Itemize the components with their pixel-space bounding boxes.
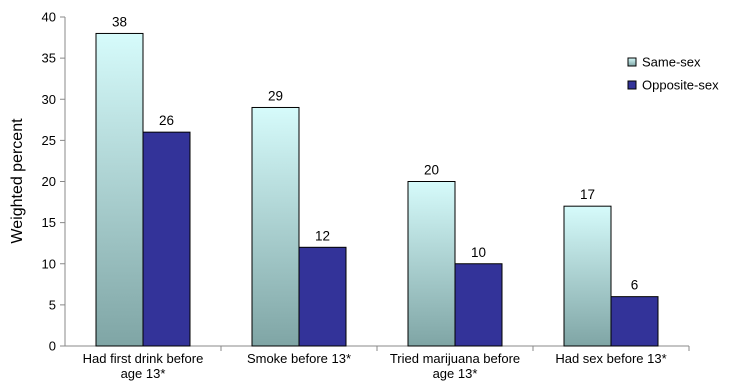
y-tick-label: 15: [42, 215, 56, 230]
bar-same-sex: [407, 181, 456, 347]
category-label: Tried marijuana before age 13*: [390, 351, 520, 381]
data-label: 29: [268, 88, 283, 103]
category-label-line: age 13*: [433, 366, 478, 381]
bar-opposite-sex: [610, 296, 659, 347]
y-tick-label: 35: [42, 51, 56, 66]
y-axis-title: Weighted percent: [9, 118, 26, 244]
y-tick-label: 0: [49, 339, 56, 354]
data-label: 10: [471, 245, 486, 260]
legend: Same-sex Opposite-sex: [627, 55, 719, 93]
bar-same-sex: [563, 205, 612, 347]
legend-label: Opposite-sex: [642, 78, 719, 93]
data-label: 17: [580, 187, 595, 202]
data-label: 26: [159, 113, 174, 128]
data-labels: 38 26 29 12 20 10 17 6: [112, 14, 638, 292]
bar-opposite-sex: [298, 246, 347, 347]
y-tick-label: 25: [42, 133, 56, 148]
y-tick-label: 30: [42, 92, 56, 107]
category-label-line: Had first drink before: [83, 351, 204, 366]
bar-same-sex: [95, 32, 144, 347]
bar-same-sex: [251, 106, 300, 347]
bar-opposite-sex: [142, 131, 191, 347]
y-tick-label: 5: [49, 297, 56, 312]
category-label: Smoke before 13*: [247, 351, 351, 366]
y-tick-label: 10: [42, 256, 56, 271]
y-axis-title-group: Weighted percent: [9, 118, 26, 244]
data-label: 6: [631, 278, 639, 293]
category-label-line: age 13*: [121, 366, 166, 381]
y-tick-label: 40: [42, 10, 56, 25]
category-label: Had first drink before age 13*: [83, 351, 204, 381]
legend-swatch: [627, 57, 637, 67]
data-label: 20: [424, 163, 439, 178]
legend-label: Same-sex: [642, 55, 701, 70]
category-label: Had sex before 13*: [555, 351, 666, 366]
category-labels: Had first drink before age 13*Smoke befor…: [83, 351, 667, 381]
y-tick-label: 20: [42, 174, 56, 189]
bar-opposite-sex: [454, 263, 503, 347]
legend-swatch: [627, 80, 637, 90]
data-label: 38: [112, 14, 127, 29]
bars: [95, 32, 690, 351]
category-label-line: Tried marijuana before: [390, 351, 520, 366]
data-label: 12: [315, 228, 330, 243]
category-label-line: Smoke before 13*: [247, 351, 351, 366]
category-label-line: Had sex before 13*: [555, 351, 666, 366]
